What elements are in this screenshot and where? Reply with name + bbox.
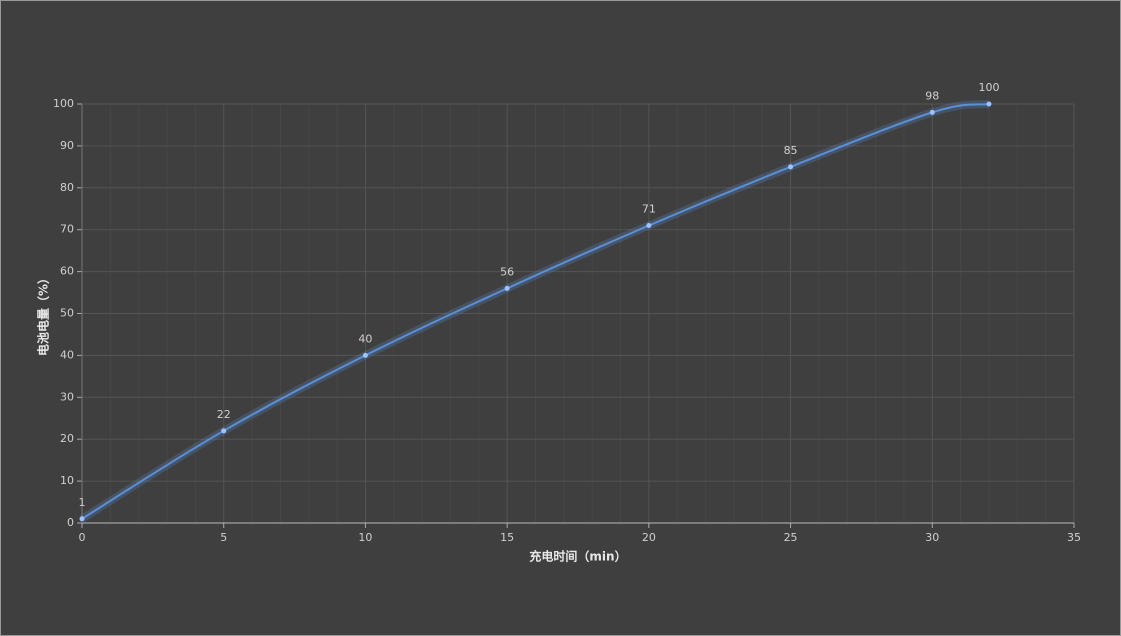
y-tick-label: 80 <box>60 181 74 194</box>
y-tick-label: 60 <box>60 265 74 278</box>
data-label: 22 <box>217 408 231 421</box>
y-tick-label: 70 <box>60 223 74 236</box>
x-tick-label: 30 <box>925 531 939 544</box>
point <box>79 516 85 522</box>
point <box>986 101 992 107</box>
x-tick-label: 10 <box>358 531 372 544</box>
x-tick-label: 35 <box>1067 531 1081 544</box>
y-tick-label: 0 <box>67 516 74 529</box>
y-tick-label: 30 <box>60 390 74 403</box>
data-label: 85 <box>784 144 798 157</box>
x-tick-label: 20 <box>642 531 656 544</box>
point <box>788 164 794 170</box>
data-label: 71 <box>642 203 656 216</box>
data-label: 40 <box>358 332 372 345</box>
x-tick-label: 15 <box>500 531 514 544</box>
data-label: 100 <box>978 81 999 94</box>
x-axis-title: 充电时间（min） <box>529 549 626 564</box>
series-line <box>81 103 990 520</box>
y-tick-label: 40 <box>60 348 74 361</box>
x-tick-label: 25 <box>784 531 798 544</box>
y-tick-label: 10 <box>60 474 74 487</box>
x-tick-label: 0 <box>79 531 86 544</box>
y-tick-label: 50 <box>60 307 74 320</box>
data-label: 98 <box>925 89 939 102</box>
data-label: 56 <box>500 265 514 278</box>
x-tick-label: 5 <box>220 531 227 544</box>
y-tick-label: 20 <box>60 432 74 445</box>
point <box>362 352 368 358</box>
point <box>221 428 227 434</box>
point <box>929 109 935 115</box>
y-axis-title: 电池电量（%） <box>36 272 51 356</box>
y-tick-label: 90 <box>60 139 74 152</box>
data-label: 1 <box>79 496 86 509</box>
point <box>504 285 510 291</box>
y-tick-label: 100 <box>53 97 74 110</box>
point <box>646 223 652 229</box>
